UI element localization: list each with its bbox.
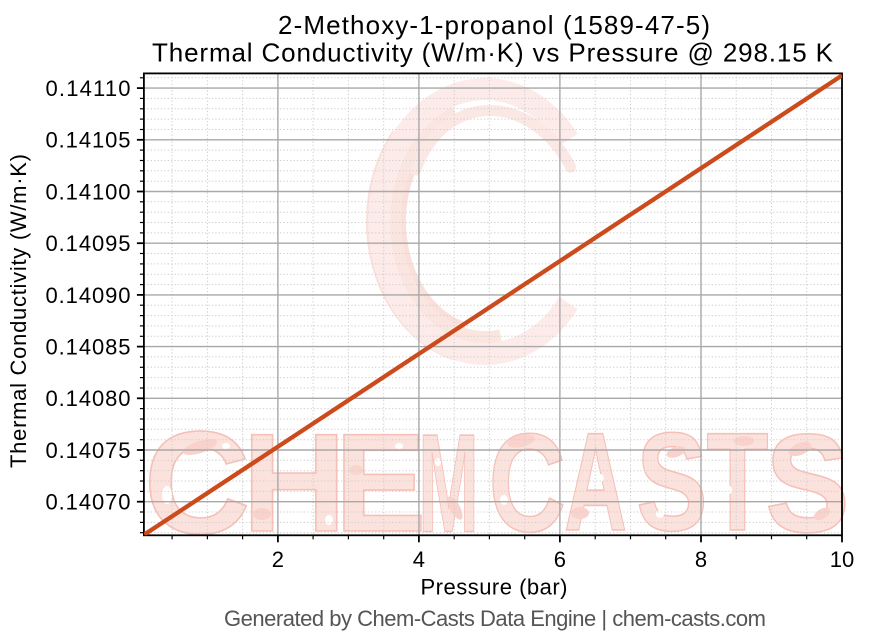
svg-text:C: C [144, 401, 251, 564]
svg-text:Generated by Chem-Casts Data E: Generated by Chem-Casts Data Engine | ch… [224, 606, 766, 631]
svg-text:0.14110: 0.14110 [46, 76, 131, 101]
svg-text:Thermal Conductivity (W/m·K) v: Thermal Conductivity (W/m·K) vs Pressure… [152, 38, 834, 68]
svg-text:0.14080: 0.14080 [46, 386, 131, 411]
svg-text:Pressure (bar): Pressure (bar) [421, 575, 568, 600]
svg-text:0.14105: 0.14105 [46, 128, 131, 153]
svg-text:6: 6 [554, 547, 566, 572]
svg-text:0.14085: 0.14085 [46, 335, 131, 360]
svg-text:2: 2 [272, 547, 284, 572]
svg-text:10: 10 [830, 547, 854, 572]
svg-text:0.14100: 0.14100 [46, 179, 131, 204]
svg-text:8: 8 [695, 547, 707, 572]
svg-text:H: H [242, 404, 346, 561]
svg-text:S: S [765, 405, 850, 562]
svg-text:0.14095: 0.14095 [46, 231, 131, 256]
svg-text:C: C [489, 404, 566, 561]
svg-text:0.14070: 0.14070 [46, 490, 131, 515]
svg-text:4: 4 [413, 547, 425, 572]
svg-text:Thermal Conductivity (W/m·K): Thermal Conductivity (W/m·K) [6, 154, 31, 468]
svg-text:2-Methoxy-1-propanol (1589-47-: 2-Methoxy-1-propanol (1589-47-5) [278, 10, 710, 40]
svg-text:0.14075: 0.14075 [46, 438, 131, 463]
svg-text:M: M [418, 405, 478, 562]
svg-text:0.14090: 0.14090 [46, 283, 131, 308]
